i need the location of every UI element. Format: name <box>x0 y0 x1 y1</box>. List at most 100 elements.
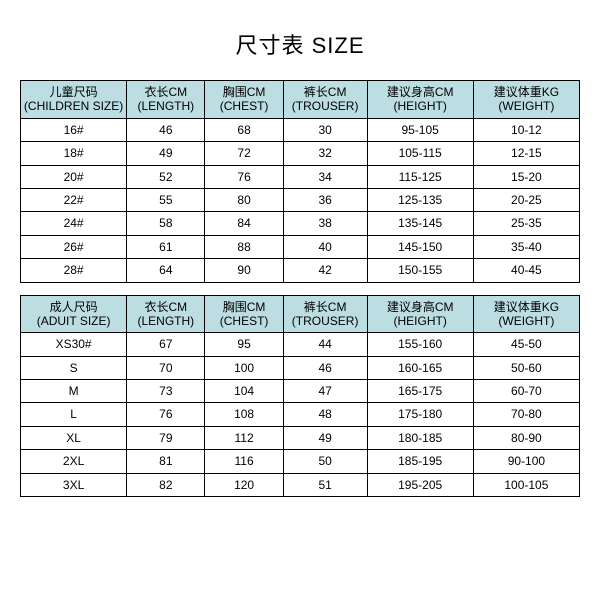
table-cell: 46 <box>283 356 367 379</box>
table-cell: 70-80 <box>473 403 579 426</box>
col-adult-size: 成人尺码 (ADUIT SIZE) <box>21 295 127 333</box>
table-cell: 47 <box>283 380 367 403</box>
table-cell: 3XL <box>21 473 127 496</box>
table-cell: 145-150 <box>367 235 473 258</box>
table-cell: 95-105 <box>367 118 473 141</box>
tables-wrap: 儿童尺码 (CHILDREN SIZE) 衣长CM (LENGTH) 胸围CM … <box>20 80 580 497</box>
table-cell: 60-70 <box>473 380 579 403</box>
table-cell: 105-115 <box>367 142 473 165</box>
col-height-bot: (HEIGHT) <box>370 99 471 113</box>
table-row: 28#649042150-15540-45 <box>21 259 580 282</box>
col-children-size-bot: (CHILDREN SIZE) <box>23 99 124 113</box>
table-cell: 40-45 <box>473 259 579 282</box>
table-cell: XL <box>21 426 127 449</box>
adult-size-table: 成人尺码 (ADUIT SIZE) 衣长CM (LENGTH) 胸围CM (CH… <box>20 295 580 498</box>
col-length-a-bot: (LENGTH) <box>129 314 202 328</box>
table-cell: 120 <box>205 473 283 496</box>
table-row: 20#527634115-12515-20 <box>21 165 580 188</box>
col-height-a-bot: (HEIGHT) <box>370 314 471 328</box>
table-cell: 42 <box>283 259 367 282</box>
table-row: XS30#679544155-16045-50 <box>21 333 580 356</box>
col-adult-size-top: 成人尺码 <box>23 300 124 314</box>
table-cell: 81 <box>127 450 205 473</box>
table-cell: 16# <box>21 118 127 141</box>
table-cell: 82 <box>127 473 205 496</box>
table-cell: 51 <box>283 473 367 496</box>
table-row: 16#46683095-10510-12 <box>21 118 580 141</box>
table-cell: XS30# <box>21 333 127 356</box>
col-length-top: 衣长CM <box>129 85 202 99</box>
table-cell: 45-50 <box>473 333 579 356</box>
table-cell: 67 <box>127 333 205 356</box>
table-cell: 24# <box>21 212 127 235</box>
table-cell: 175-180 <box>367 403 473 426</box>
table-cell: 20-25 <box>473 188 579 211</box>
table-cell: L <box>21 403 127 426</box>
table-cell: 180-185 <box>367 426 473 449</box>
table-cell: 95 <box>205 333 283 356</box>
table-cell: 160-165 <box>367 356 473 379</box>
table-cell: 58 <box>127 212 205 235</box>
col-weight-top: 建议体重KG <box>476 85 577 99</box>
col-adult-size-bot: (ADUIT SIZE) <box>23 314 124 328</box>
table-cell: 125-135 <box>367 188 473 211</box>
table-cell: 18# <box>21 142 127 165</box>
table-cell: 80 <box>205 188 283 211</box>
table-cell: 76 <box>127 403 205 426</box>
table-cell: 115-125 <box>367 165 473 188</box>
table-cell: 108 <box>205 403 283 426</box>
col-children-size: 儿童尺码 (CHILDREN SIZE) <box>21 81 127 119</box>
table-cell: 35-40 <box>473 235 579 258</box>
table-cell: 12-15 <box>473 142 579 165</box>
table-cell: S <box>21 356 127 379</box>
col-length-a-top: 衣长CM <box>129 300 202 314</box>
table-cell: 49 <box>283 426 367 449</box>
table-cell: 64 <box>127 259 205 282</box>
table-cell: 155-160 <box>367 333 473 356</box>
table-cell: 25-35 <box>473 212 579 235</box>
table-row: 26#618840145-15035-40 <box>21 235 580 258</box>
table-row: S7010046160-16550-60 <box>21 356 580 379</box>
table-cell: 49 <box>127 142 205 165</box>
table-cell: 10-12 <box>473 118 579 141</box>
col-length-a: 衣长CM (LENGTH) <box>127 295 205 333</box>
col-weight: 建议体重KG (WEIGHT) <box>473 81 579 119</box>
table-row: 22#558036125-13520-25 <box>21 188 580 211</box>
col-chest-a: 胸围CM (CHEST) <box>205 295 283 333</box>
table-cell: 2XL <box>21 450 127 473</box>
col-height: 建议身高CM (HEIGHT) <box>367 81 473 119</box>
table-cell: 50 <box>283 450 367 473</box>
table-cell: 90-100 <box>473 450 579 473</box>
col-children-size-top: 儿童尺码 <box>23 85 124 99</box>
table-cell: 116 <box>205 450 283 473</box>
children-size-table: 儿童尺码 (CHILDREN SIZE) 衣长CM (LENGTH) 胸围CM … <box>20 80 580 283</box>
col-trouser: 裤长CM (TROUSER) <box>283 81 367 119</box>
table-cell: 46 <box>127 118 205 141</box>
table-cell: 100-105 <box>473 473 579 496</box>
table-cell: 80-90 <box>473 426 579 449</box>
table-cell: 72 <box>205 142 283 165</box>
table-cell: 38 <box>283 212 367 235</box>
table-cell: 79 <box>127 426 205 449</box>
table-cell: 84 <box>205 212 283 235</box>
table-cell: M <box>21 380 127 403</box>
table-cell: 20# <box>21 165 127 188</box>
children-tbody: 16#46683095-10510-1218#497232105-11512-1… <box>21 118 580 282</box>
col-weight-a: 建议体重KG (WEIGHT) <box>473 295 579 333</box>
col-trouser-bot: (TROUSER) <box>286 99 365 113</box>
table-row: 2XL8111650185-19590-100 <box>21 450 580 473</box>
table-cell: 40 <box>283 235 367 258</box>
table-cell: 52 <box>127 165 205 188</box>
table-cell: 44 <box>283 333 367 356</box>
table-row: 18#497232105-11512-15 <box>21 142 580 165</box>
table-cell: 185-195 <box>367 450 473 473</box>
table-cell: 55 <box>127 188 205 211</box>
col-chest-a-top: 胸围CM <box>207 300 280 314</box>
table-cell: 30 <box>283 118 367 141</box>
col-trouser-top: 裤长CM <box>286 85 365 99</box>
table-cell: 70 <box>127 356 205 379</box>
table-cell: 36 <box>283 188 367 211</box>
col-weight-a-bot: (WEIGHT) <box>476 314 577 328</box>
col-chest-a-bot: (CHEST) <box>207 314 280 328</box>
table-row: 24#588438135-14525-35 <box>21 212 580 235</box>
